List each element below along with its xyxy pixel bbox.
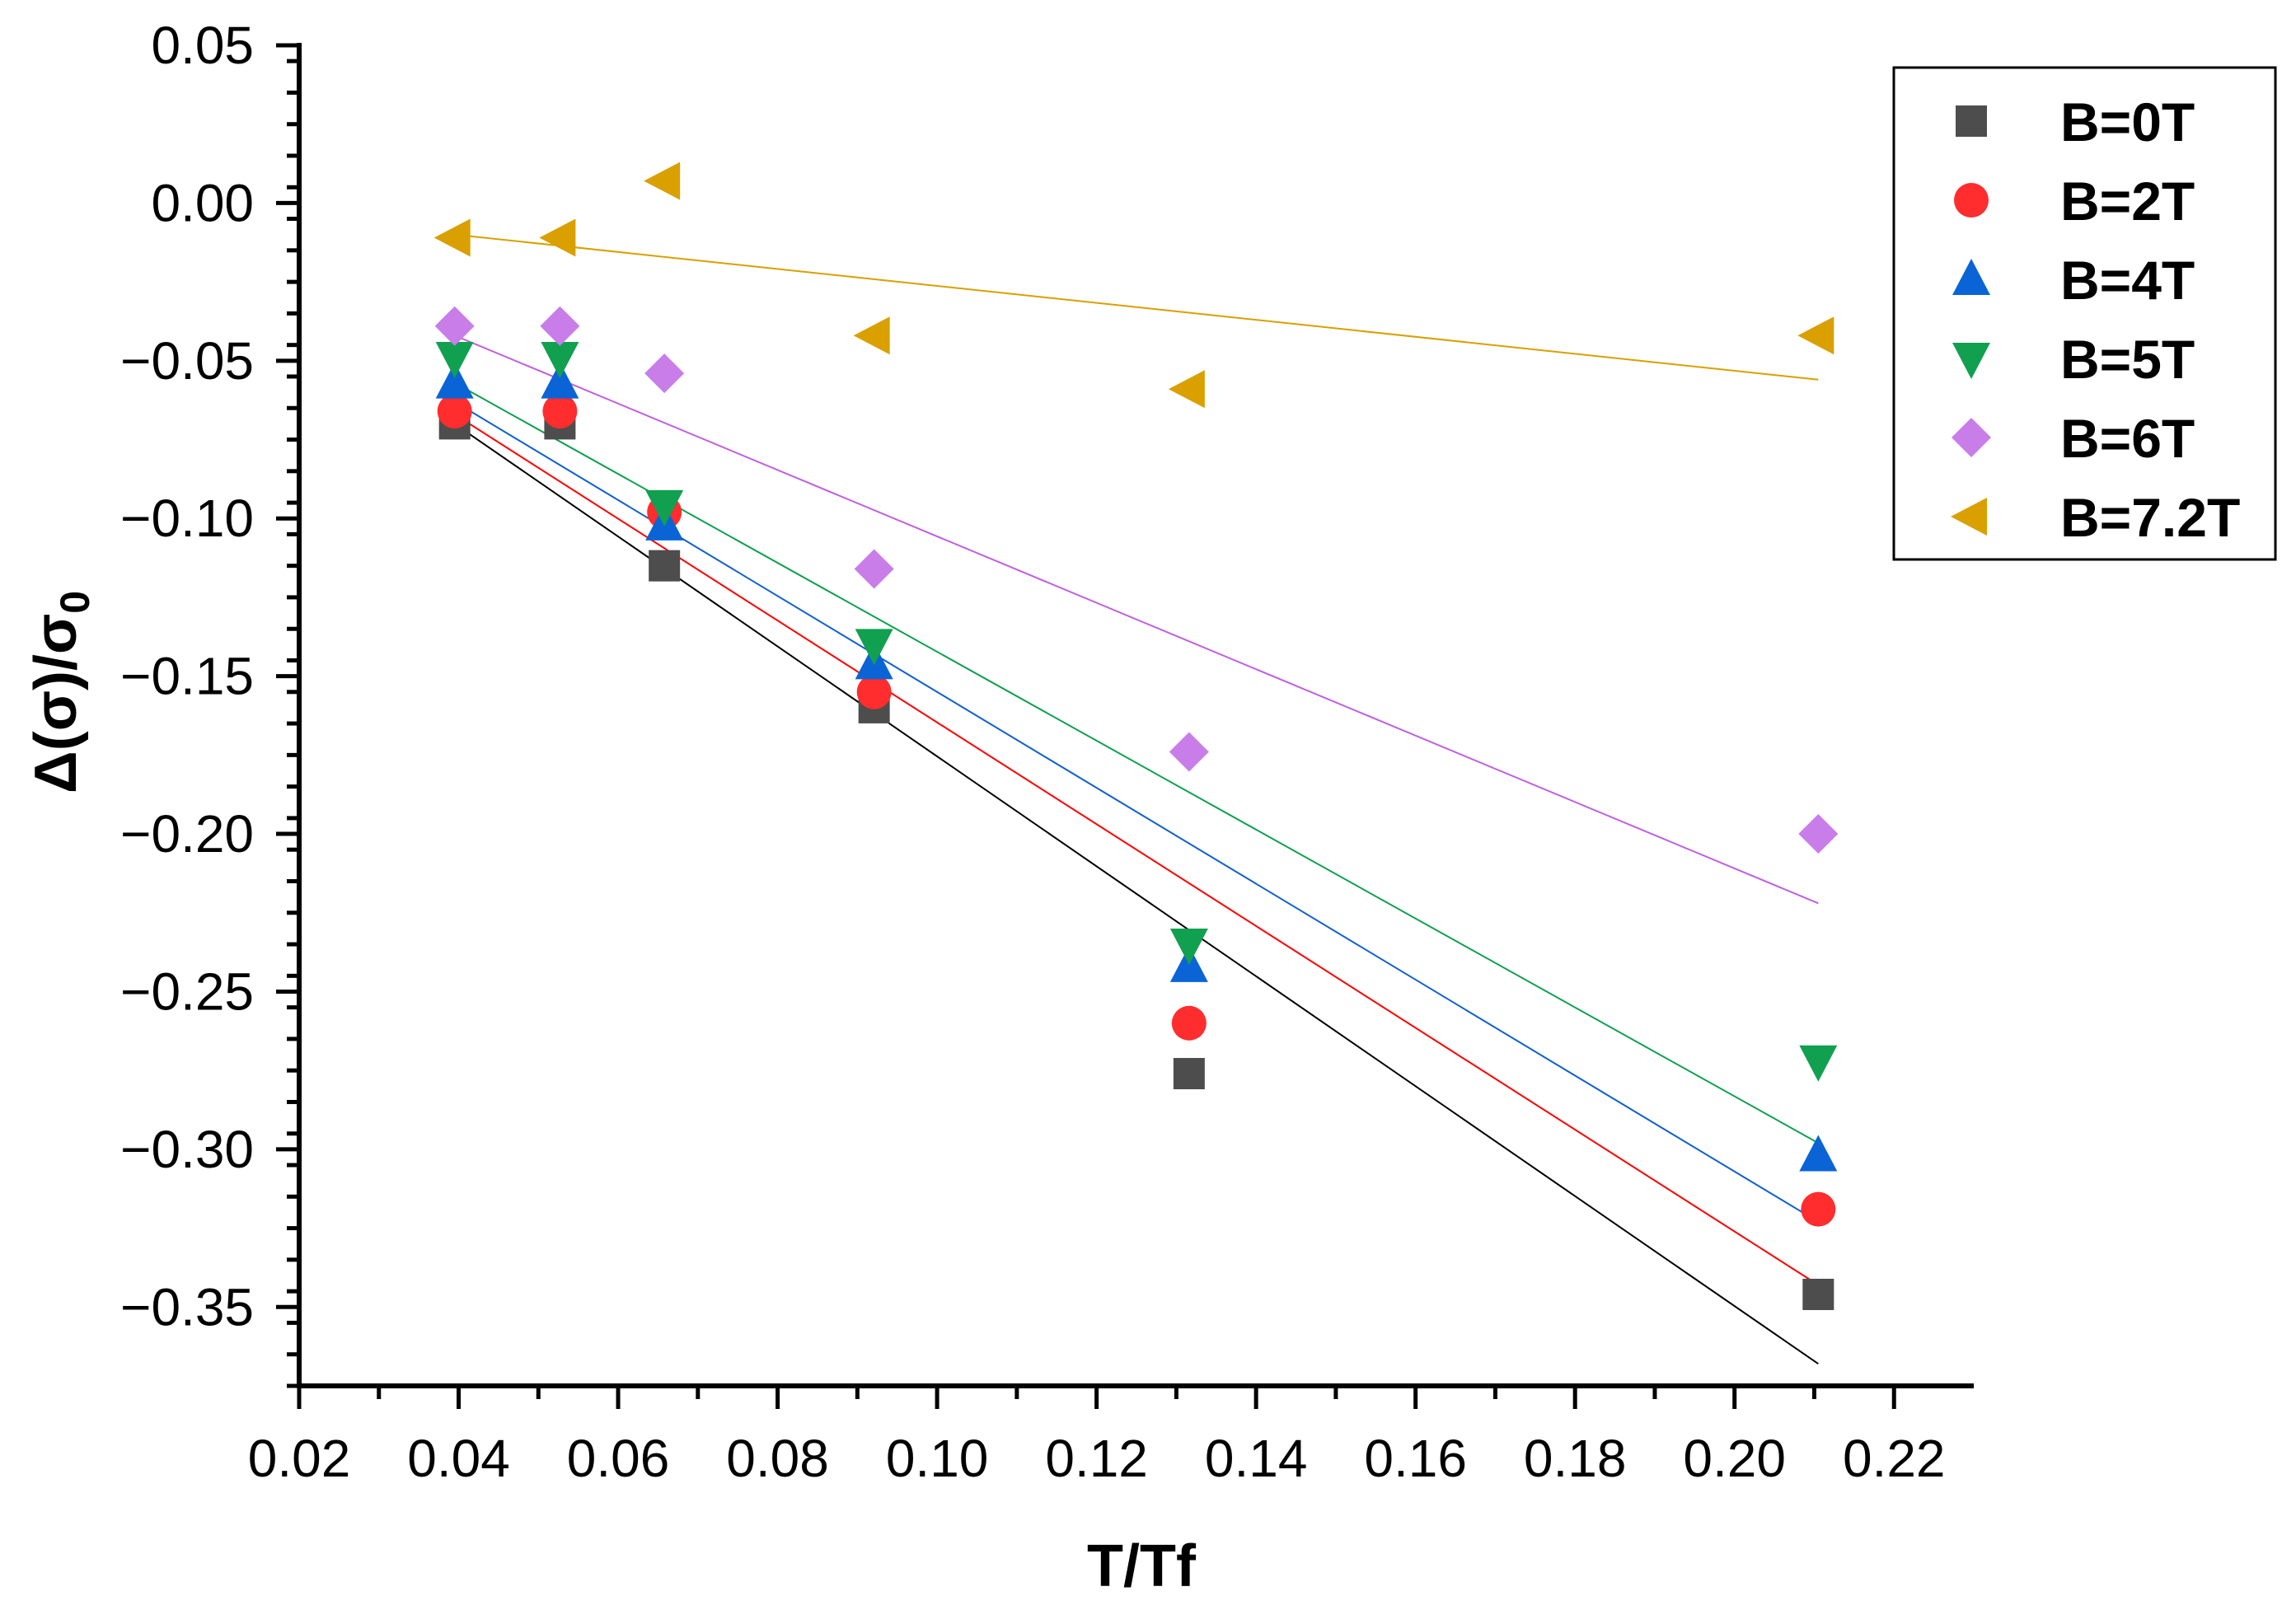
- data-point-series-3: [1799, 1045, 1838, 1082]
- data-point-series-1: [1171, 1005, 1207, 1041]
- legend-marker-4: [1952, 418, 1991, 457]
- data-point-series-5: [433, 218, 471, 257]
- y-tick-label: −0.05: [120, 331, 254, 391]
- y-tick-label: −0.15: [120, 647, 254, 706]
- data-point-series-5: [1168, 370, 1205, 409]
- data-point-series-1: [437, 394, 472, 429]
- fit-line-series-3: [454, 381, 1819, 1144]
- legend-marker-2: [1952, 259, 1990, 295]
- data-point-series-5: [1797, 316, 1834, 355]
- legend-marker-5: [1951, 498, 1987, 536]
- legend: B=0T B=2T B=4T B=5T B=6T B=7.2T: [1892, 66, 2277, 561]
- data-point-series-0: [1802, 1278, 1834, 1310]
- y-tick-label: −0.35: [120, 1277, 254, 1336]
- data-point-series-2: [541, 362, 579, 399]
- data-point-series-4: [644, 353, 685, 394]
- data-point-series-4: [434, 306, 475, 346]
- legend-marker-0: [1956, 105, 1987, 137]
- fit-line-series-5: [454, 233, 1819, 381]
- data-point-series-3: [855, 629, 893, 666]
- y-axis-title-subscript: 0: [52, 591, 98, 614]
- data-point-series-1: [542, 394, 578, 429]
- fit-lines: [454, 233, 1819, 1365]
- legend-label-5: B=7.2T: [2060, 487, 2240, 548]
- y-axis-title: Δ(σ)/σ0: [23, 591, 98, 793]
- y-tick-label: −0.30: [120, 1120, 254, 1179]
- y-tick-label: 0.00: [151, 173, 254, 232]
- legend-label-2: B=4T: [2060, 250, 2195, 311]
- x-tick-label: 0.20: [1683, 1429, 1786, 1488]
- x-tick-label: 0.02: [248, 1429, 351, 1488]
- x-tick-label: 0.14: [1205, 1429, 1308, 1488]
- x-tick-label: 0.18: [1524, 1429, 1627, 1488]
- data-point-series-5: [644, 161, 681, 200]
- x-tick-label: 0.08: [726, 1429, 829, 1488]
- y-tick-label: −0.25: [120, 962, 254, 1021]
- data-point-series-3: [645, 489, 684, 527]
- legend-marker-3: [1952, 343, 1990, 379]
- x-tick-label: 0.22: [1843, 1429, 1946, 1488]
- y-axis-title-main: Δ(σ)/σ: [23, 614, 89, 793]
- data-point-series-4: [854, 549, 894, 589]
- tick-labels: 0.02 0.04 0.06 0.08 0.10 0.12 0.14 0.16 0.18 0.20…: [120, 16, 1945, 1488]
- data-point-series-2: [1799, 1135, 1838, 1172]
- data-point-series-1: [856, 674, 892, 709]
- data-point-series-4: [540, 306, 580, 346]
- data-point-series-0: [1173, 1058, 1205, 1090]
- fit-line-series-0: [454, 423, 1819, 1365]
- x-axis-title: T/Tf: [1087, 1533, 1197, 1599]
- fit-line-series-4: [454, 335, 1819, 905]
- data-markers: [433, 161, 1839, 1310]
- data-point-series-3: [1169, 929, 1208, 966]
- legend-label-0: B=0T: [2060, 91, 2195, 152]
- legend-label-4: B=6T: [2060, 408, 2195, 469]
- x-tick-label: 0.16: [1364, 1429, 1467, 1488]
- x-tick-label: 0.12: [1045, 1429, 1148, 1488]
- y-tick-label: −0.20: [120, 804, 254, 864]
- x-tick-label: 0.04: [407, 1429, 510, 1488]
- legend-marker-1: [1954, 183, 1989, 218]
- legend-label-3: B=5T: [2060, 329, 2195, 390]
- legend-label-1: B=2T: [2060, 171, 2195, 232]
- legend-box: [1892, 66, 2277, 561]
- y-tick-label: 0.05: [151, 16, 254, 75]
- data-point-series-1: [1801, 1191, 1836, 1227]
- x-tick-label: 0.10: [886, 1429, 989, 1488]
- axes: [276, 43, 1974, 1409]
- data-point-series-2: [435, 362, 474, 399]
- y-tick-label: −0.10: [120, 489, 254, 548]
- data-point-series-4: [1798, 814, 1839, 854]
- data-point-series-0: [649, 550, 681, 582]
- data-point-series-3: [541, 341, 579, 378]
- data-point-series-4: [1169, 732, 1209, 772]
- data-point-series-5: [539, 218, 576, 257]
- data-point-series-3: [435, 341, 474, 378]
- x-tick-label: 0.06: [567, 1429, 670, 1488]
- fit-line-series-1: [454, 414, 1819, 1286]
- data-point-series-5: [853, 316, 890, 355]
- svg-text:Δ(σ)/σ0: Δ(σ)/σ0: [23, 591, 98, 793]
